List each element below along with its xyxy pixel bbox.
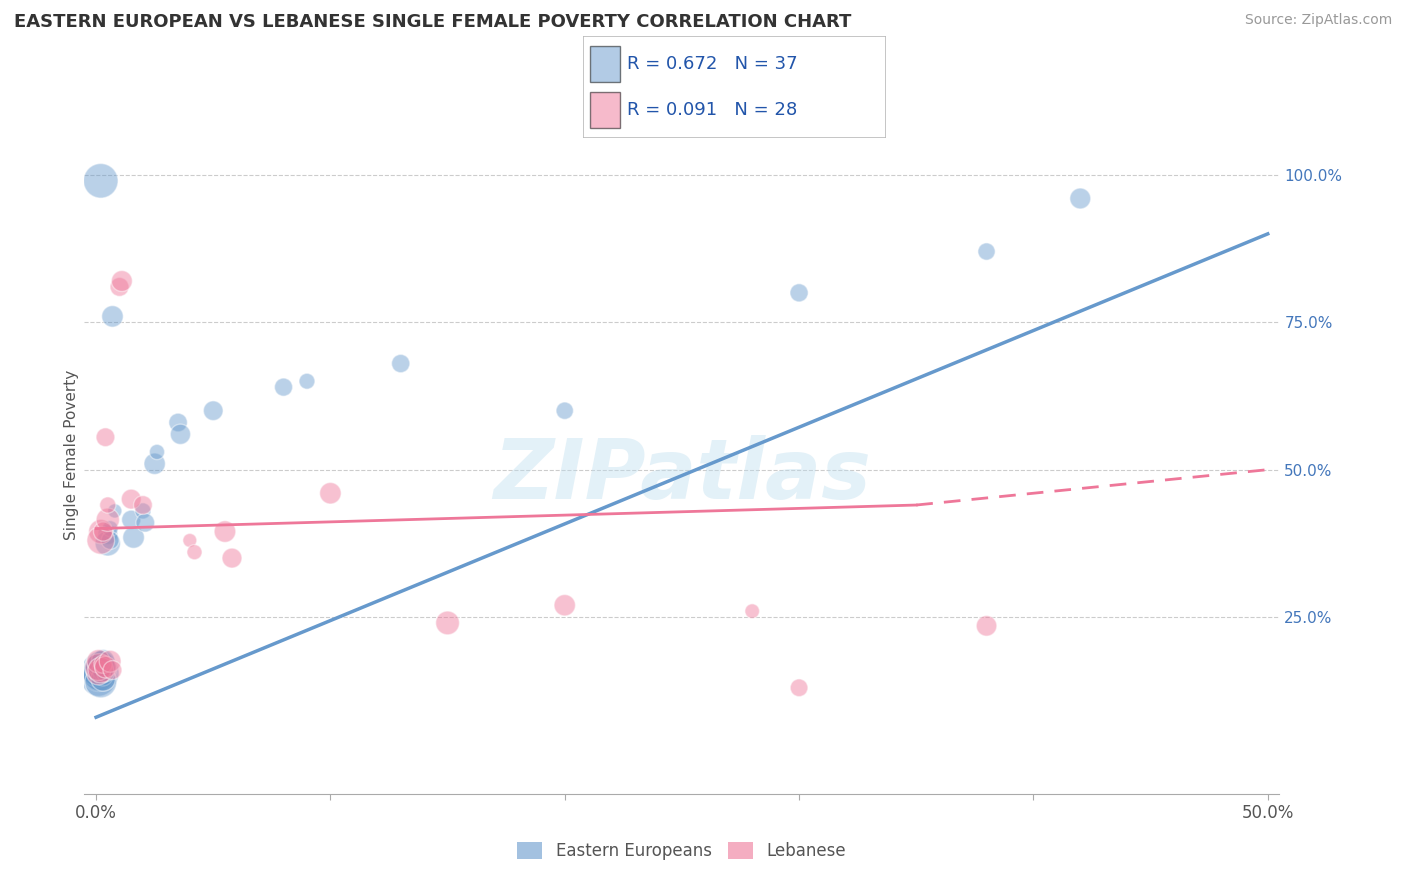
Point bbox=[554, 599, 576, 613]
Point bbox=[104, 504, 127, 518]
Point bbox=[120, 513, 142, 527]
Text: R = 0.672   N = 37: R = 0.672 N = 37 bbox=[627, 55, 799, 73]
Point bbox=[87, 669, 110, 683]
Point bbox=[134, 516, 156, 530]
Point bbox=[146, 445, 169, 459]
Point bbox=[787, 681, 810, 695]
Point bbox=[132, 504, 155, 518]
Point bbox=[87, 672, 110, 686]
Point bbox=[741, 604, 763, 618]
Point bbox=[976, 619, 998, 633]
Point bbox=[98, 654, 121, 668]
Point bbox=[91, 669, 114, 683]
Point bbox=[108, 280, 131, 294]
Point bbox=[94, 660, 117, 674]
Point bbox=[98, 533, 121, 548]
FancyBboxPatch shape bbox=[589, 92, 620, 128]
Point bbox=[389, 357, 412, 371]
Point bbox=[90, 174, 112, 188]
Point bbox=[87, 666, 110, 681]
Point bbox=[94, 660, 117, 674]
FancyBboxPatch shape bbox=[589, 46, 620, 82]
Text: R = 0.091   N = 28: R = 0.091 N = 28 bbox=[627, 101, 797, 119]
Point bbox=[87, 666, 110, 681]
Point bbox=[97, 513, 120, 527]
Point bbox=[90, 674, 112, 689]
Point bbox=[295, 374, 318, 388]
Point bbox=[90, 533, 112, 548]
Y-axis label: Single Female Poverty: Single Female Poverty bbox=[63, 370, 79, 540]
Point bbox=[120, 492, 142, 507]
Point bbox=[97, 536, 120, 550]
Point bbox=[111, 274, 134, 288]
Point bbox=[97, 527, 120, 541]
Point bbox=[169, 427, 191, 442]
Point bbox=[183, 545, 205, 559]
Point bbox=[94, 666, 117, 681]
Point bbox=[91, 524, 114, 539]
Point bbox=[87, 654, 110, 668]
Point bbox=[1069, 192, 1091, 206]
Point bbox=[179, 533, 201, 548]
Point bbox=[436, 615, 458, 630]
Point bbox=[132, 498, 155, 512]
Point bbox=[319, 486, 342, 500]
Text: Source: ZipAtlas.com: Source: ZipAtlas.com bbox=[1244, 13, 1392, 28]
Legend: Eastern Europeans, Lebanese: Eastern Europeans, Lebanese bbox=[510, 836, 853, 867]
Point bbox=[91, 657, 114, 672]
Point bbox=[90, 660, 112, 674]
Point bbox=[122, 531, 145, 545]
Point bbox=[101, 310, 124, 324]
Point bbox=[94, 430, 117, 444]
Point bbox=[202, 403, 225, 417]
Text: EASTERN EUROPEAN VS LEBANESE SINGLE FEMALE POVERTY CORRELATION CHART: EASTERN EUROPEAN VS LEBANESE SINGLE FEMA… bbox=[14, 13, 852, 31]
Point bbox=[90, 657, 112, 672]
Point bbox=[221, 551, 243, 566]
Point bbox=[214, 524, 236, 539]
Point bbox=[787, 285, 810, 300]
Point bbox=[273, 380, 295, 394]
Point bbox=[90, 524, 112, 539]
Point bbox=[98, 522, 121, 536]
Point bbox=[97, 498, 120, 512]
Point bbox=[90, 666, 112, 681]
Text: ZIPatlas: ZIPatlas bbox=[494, 434, 870, 516]
Point bbox=[87, 663, 110, 677]
Point bbox=[167, 416, 190, 430]
Point bbox=[976, 244, 998, 259]
Point bbox=[91, 663, 114, 677]
Point bbox=[101, 663, 124, 677]
Point bbox=[91, 654, 114, 668]
Point bbox=[90, 663, 112, 677]
Point bbox=[143, 457, 166, 471]
Point bbox=[91, 672, 114, 686]
Point bbox=[87, 660, 110, 674]
Point bbox=[554, 403, 576, 417]
